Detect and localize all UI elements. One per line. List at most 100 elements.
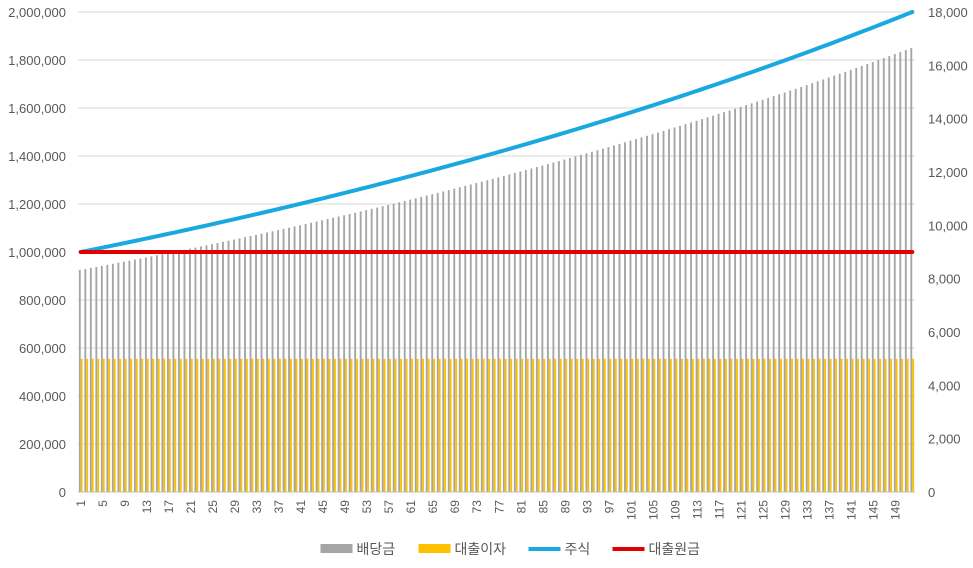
bar-대출이자 <box>350 358 353 492</box>
bar-배당금 <box>524 170 527 492</box>
bar-대출이자 <box>813 358 815 492</box>
bar-대출이자 <box>548 358 551 492</box>
y-right-tick-label: 8,000 <box>928 272 961 287</box>
bar-배당금 <box>200 246 202 492</box>
bar-배당금 <box>155 255 158 492</box>
bar-배당금 <box>469 184 472 492</box>
bar-배당금 <box>899 52 902 493</box>
y-left-tick-label: 200,000 <box>19 437 66 452</box>
bar-대출이자 <box>846 358 849 492</box>
bar-대출이자 <box>367 358 369 492</box>
bar-배당금 <box>497 177 500 492</box>
bar-배당금 <box>387 204 390 492</box>
bar-대출이자 <box>796 358 799 492</box>
bar-배당금 <box>95 266 98 492</box>
x-tick-label: 65 <box>426 500 440 514</box>
bar-대출이자 <box>515 358 518 492</box>
bar-배당금 <box>822 79 825 492</box>
bar-대출이자 <box>570 358 573 492</box>
bar-배당금 <box>866 64 869 492</box>
bar-배당금 <box>613 145 615 493</box>
bar-배당금 <box>838 73 841 492</box>
bar-대출이자 <box>758 358 760 492</box>
bar-배당금 <box>392 203 395 493</box>
bar-배당금 <box>491 178 494 492</box>
y-left-tick-label: 1,200,000 <box>8 197 66 212</box>
bar-대출이자 <box>113 358 116 492</box>
bar-배당금 <box>122 261 125 492</box>
bar-배당금 <box>381 206 384 493</box>
bar-대출이자 <box>774 358 777 492</box>
bar-대출이자 <box>130 358 133 492</box>
bar-배당금 <box>706 117 709 492</box>
x-tick-label: 77 <box>492 500 506 514</box>
bar-대출이자 <box>152 358 155 492</box>
bar-배당금 <box>541 165 544 493</box>
bar-배당금 <box>772 96 775 492</box>
x-tick-label: 33 <box>250 500 264 514</box>
bar-배당금 <box>690 122 692 492</box>
x-tick-label: 113 <box>690 500 704 519</box>
bar-배당금 <box>464 185 467 492</box>
bar-대출이자 <box>708 358 711 492</box>
bar-배당금 <box>596 150 599 492</box>
bar-대출이자 <box>785 358 788 492</box>
bar-배당금 <box>662 130 665 493</box>
bar-대출이자 <box>906 358 909 492</box>
bar-배당금 <box>877 60 880 493</box>
x-tick-label: 41 <box>294 500 308 514</box>
bar-배당금 <box>618 143 621 492</box>
bar-대출이자 <box>912 358 915 492</box>
x-tick-label: 81 <box>514 500 528 514</box>
bar-대출이자 <box>306 358 309 492</box>
bar-대출이자 <box>609 358 612 492</box>
bar-배당금 <box>89 267 92 492</box>
bar-대출이자 <box>466 358 469 492</box>
x-tick-label: 117 <box>713 500 727 519</box>
bar-대출이자 <box>405 358 408 492</box>
bar-배당금 <box>211 244 213 492</box>
x-tick-label: 137 <box>823 500 837 520</box>
bar-배당금 <box>590 151 593 492</box>
x-tick-label: 69 <box>448 500 462 514</box>
bar-배당금 <box>745 105 748 493</box>
bar-대출이자 <box>725 358 727 492</box>
bar-배당금 <box>205 245 208 492</box>
bar-대출이자 <box>614 358 617 492</box>
bar-배당금 <box>811 83 814 493</box>
x-tick-label: 21 <box>184 500 198 514</box>
x-tick-label: 17 <box>162 500 176 514</box>
bar-배당금 <box>420 196 423 492</box>
bar-배당금 <box>370 208 373 492</box>
bar-대출이자 <box>532 358 535 492</box>
bar-대출이자 <box>328 358 331 492</box>
bar-대출이자 <box>323 358 325 492</box>
bar-배당금 <box>624 142 626 492</box>
bar-대출이자 <box>218 358 221 492</box>
x-tick-label: 61 <box>404 500 418 514</box>
x-tick-label: 37 <box>272 500 286 514</box>
bar-대출이자 <box>378 358 380 492</box>
bar-배당금 <box>244 237 246 492</box>
bar-배당금 <box>585 153 588 492</box>
bar-대출이자 <box>284 358 287 492</box>
axes: 0 200,000 400,000 600,000 800,000 1,000,000 1,… <box>8 5 968 520</box>
bar-대출이자 <box>119 358 122 492</box>
y-right-tick-label: 2,000 <box>928 432 961 447</box>
bar-배당금 <box>288 227 290 492</box>
legend-swatch <box>418 544 451 553</box>
bar-배당금 <box>893 54 896 492</box>
bar-대출이자 <box>873 358 876 492</box>
line-series <box>78 10 915 254</box>
bar-대출이자 <box>383 358 386 492</box>
bar-대출이자 <box>824 358 827 492</box>
bar-배당금 <box>299 225 302 492</box>
bar-대출이자 <box>835 358 838 492</box>
bar-대출이자 <box>207 358 210 492</box>
bar-배당금 <box>414 198 417 492</box>
bar-대출이자 <box>273 358 276 492</box>
bar-대출이자 <box>680 358 683 492</box>
bar-배당금 <box>403 200 406 492</box>
x-tick-label: 105 <box>646 500 660 520</box>
